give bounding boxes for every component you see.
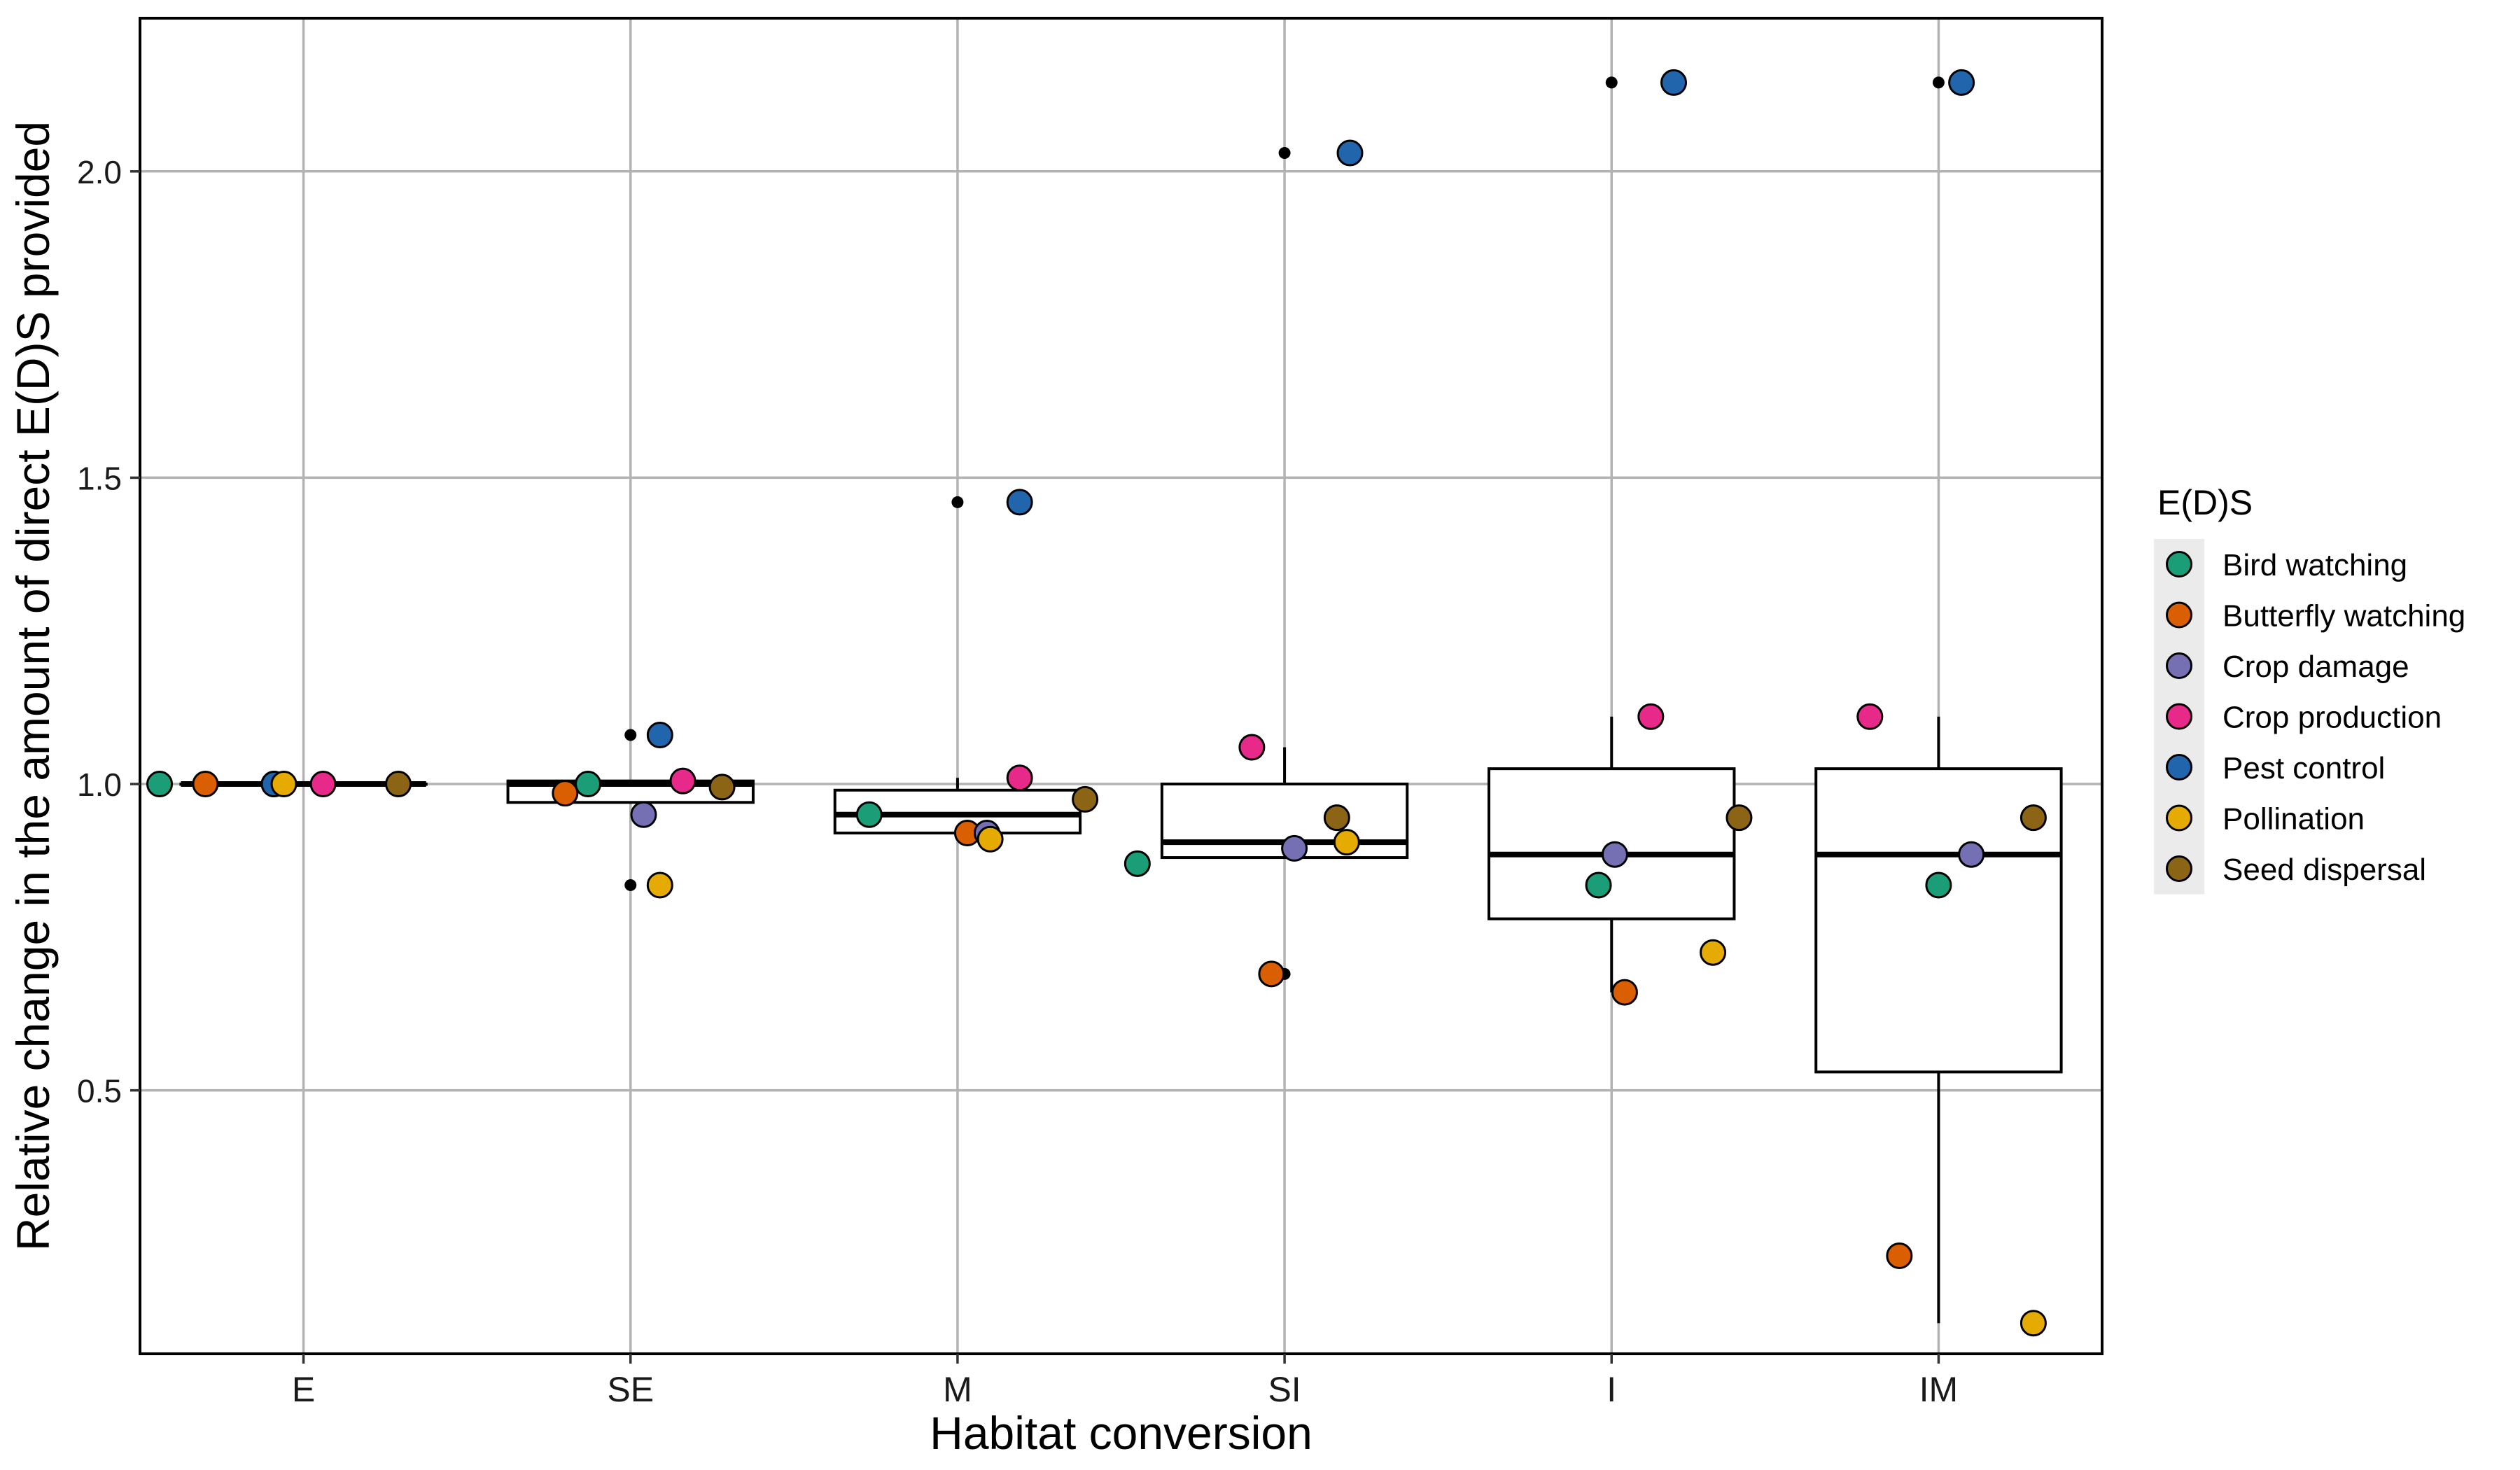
y-tick-label: 2.0 <box>77 154 122 190</box>
legend: E(D)S Bird watching Butterfly watching Cro… <box>2154 483 2465 895</box>
y-axis-title: Relative change in the amount of direct … <box>7 121 59 1251</box>
series-pest-control <box>260 69 1975 798</box>
data-point <box>1072 785 1099 813</box>
data-point <box>1948 69 1975 96</box>
data-point <box>1601 841 1628 868</box>
data-point <box>855 801 883 828</box>
y-tick-label: 1.5 <box>77 460 122 496</box>
legend-label: Crop damage <box>2222 650 2409 684</box>
x-tick-label: IM <box>1919 1370 1959 1409</box>
data-point <box>1124 850 1151 877</box>
legend-title: E(D)S <box>2157 483 2253 522</box>
outlier-point <box>624 878 637 891</box>
outlier-point <box>1932 76 1945 89</box>
data-point <box>1958 841 1985 868</box>
boxplots <box>179 76 2063 1324</box>
series-bird-watching <box>146 771 1952 899</box>
legend-label: Bird watching <box>2222 548 2407 582</box>
data-point <box>1281 834 1308 862</box>
series-butterfly-watching <box>192 771 1913 1269</box>
legend-label: Pest control <box>2222 751 2385 785</box>
outlier-point <box>1605 76 1618 89</box>
legend-item: Pest control <box>2166 751 2385 785</box>
x-tick-label: E <box>292 1370 315 1409</box>
data-point <box>976 825 1004 853</box>
data-point <box>2019 1310 2047 1337</box>
data-point <box>270 771 298 798</box>
series-crop-production <box>309 703 1884 798</box>
data-points <box>146 69 2047 1337</box>
x-tick-label: SI <box>1268 1370 1301 1409</box>
legend-item: Bird watching <box>2166 548 2407 582</box>
data-point <box>630 801 657 828</box>
data-point <box>1336 139 1364 167</box>
outlier-point <box>951 496 964 508</box>
legend-item: Pollination <box>2166 802 2365 836</box>
x-tick-label: M <box>943 1370 972 1409</box>
data-point <box>1925 872 1952 899</box>
data-point <box>146 771 174 798</box>
legend-swatch <box>2166 754 2192 780</box>
legend-items: Bird watching Butterfly watching Crop dama… <box>2166 548 2465 887</box>
data-point <box>1700 939 1727 966</box>
grid-lines <box>140 18 2102 1354</box>
data-point <box>1637 703 1665 730</box>
legend-swatch <box>2166 804 2192 832</box>
legend-label: Seed dispersal <box>2222 853 2426 887</box>
legend-label: Pollination <box>2222 802 2365 836</box>
data-point <box>708 774 736 801</box>
legend-swatch <box>2166 601 2192 629</box>
legend-swatch <box>2166 652 2192 679</box>
data-point <box>1611 979 1638 1006</box>
data-point <box>575 771 602 798</box>
data-point <box>1323 804 1350 832</box>
x-tick-label: SE <box>607 1370 654 1409</box>
data-point <box>646 872 673 899</box>
data-point <box>1856 703 1884 730</box>
y-tick-label: 0.5 <box>77 1073 122 1110</box>
legend-label: Crop production <box>2222 701 2442 735</box>
legend-item: Crop production <box>2166 701 2442 735</box>
plot-frame <box>139 17 2104 1355</box>
series-seed-dispersal <box>385 771 2047 832</box>
data-point <box>1660 69 1688 96</box>
data-point <box>669 767 696 794</box>
legend-swatch <box>2166 703 2192 730</box>
data-point <box>552 780 579 807</box>
data-point <box>385 771 412 798</box>
series-pollination <box>270 771 2047 1337</box>
data-point <box>1006 489 1033 516</box>
data-point <box>1333 829 1360 856</box>
outlier-point <box>1278 147 1291 160</box>
outlier-point <box>624 729 637 741</box>
legend-swatch <box>2166 855 2192 882</box>
data-point <box>1886 1242 1913 1269</box>
data-point <box>1258 960 1285 988</box>
axes: 0.5 1.0 1.5 2.0 E SE M SI I IM <box>77 154 1958 1409</box>
legend-item: Crop damage <box>2166 650 2409 684</box>
data-point <box>192 771 219 798</box>
x-tick-label: I <box>1606 1370 1616 1409</box>
x-axis-title: Habitat conversion <box>930 1407 1312 1459</box>
data-point <box>1726 804 1753 832</box>
data-point <box>646 722 673 749</box>
data-point <box>1585 872 1612 899</box>
legend-item: Seed dispersal <box>2166 853 2426 887</box>
y-tick-label: 1.0 <box>77 766 122 803</box>
data-point <box>1006 764 1033 792</box>
data-point <box>2019 804 2047 832</box>
legend-label: Butterfly watching <box>2222 599 2465 634</box>
legend-item: Butterfly watching <box>2166 599 2465 634</box>
data-point <box>309 771 337 798</box>
legend-swatch <box>2166 551 2192 578</box>
data-point <box>1238 734 1266 761</box>
